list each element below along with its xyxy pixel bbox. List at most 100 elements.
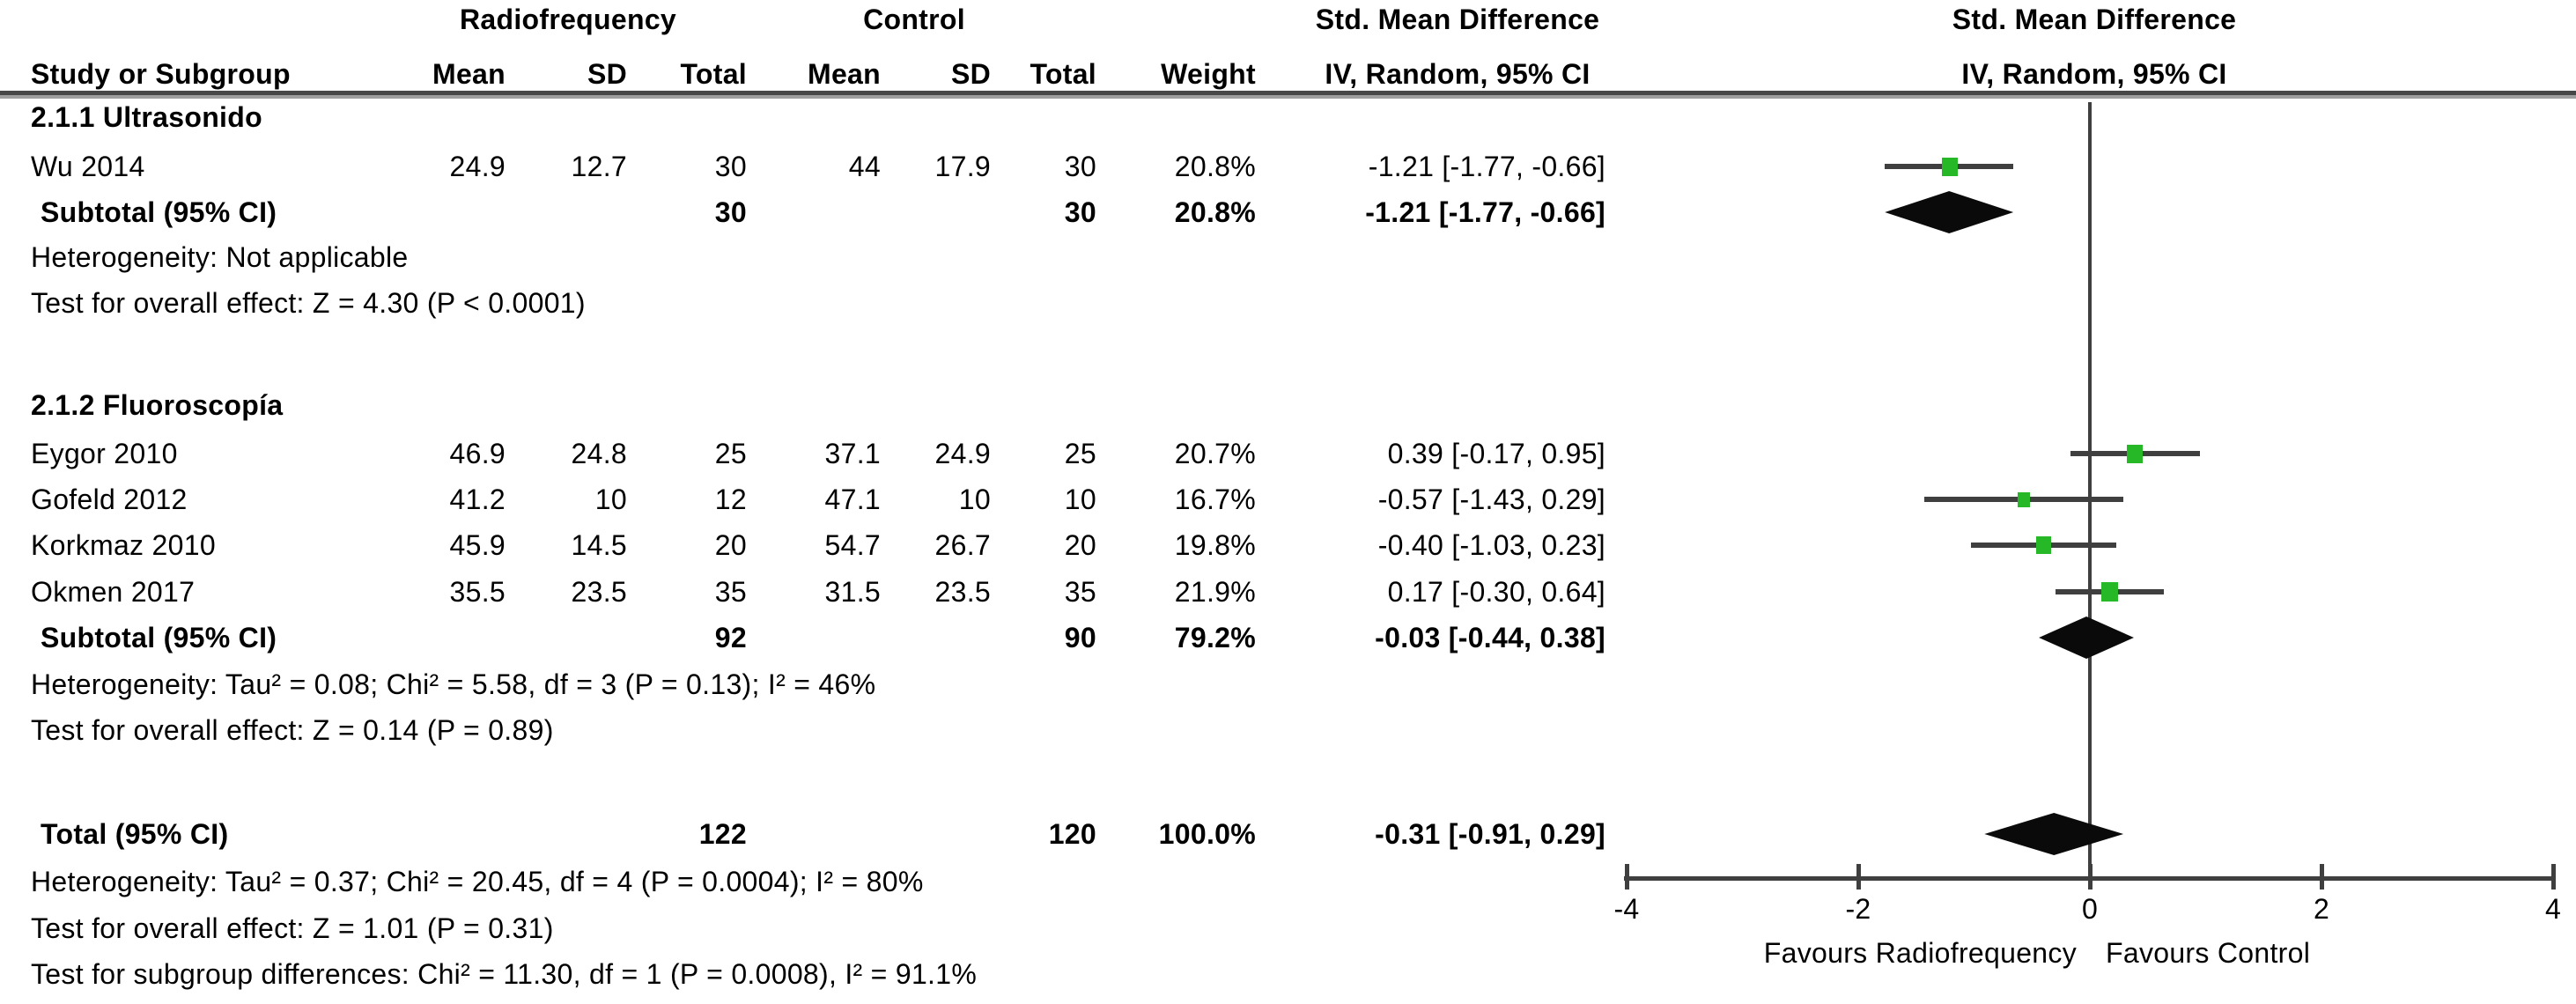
- cell-sd2: 26.7: [934, 529, 991, 561]
- row-label: Test for overall effect: Z = 0.14 (P = 0…: [31, 714, 554, 746]
- cell-mean2: 31.5: [824, 576, 881, 608]
- row-label: Subtotal (95% CI): [41, 622, 277, 653]
- x-axis-ticklabel--4: -4: [1613, 893, 1640, 925]
- cell-mean1: 35.5: [449, 576, 506, 608]
- x-axis-tick-0: [2088, 864, 2093, 890]
- forest-square-eygor: [2127, 444, 2144, 463]
- cell-ci: 0.17 [-0.30, 0.64]: [1387, 576, 1605, 608]
- cell-mean1: 45.9: [449, 529, 506, 561]
- cell-weight: 21.9%: [1174, 576, 1256, 608]
- cell-weight: 79.2%: [1174, 622, 1256, 653]
- x-axis-tick-2: [2320, 864, 2324, 890]
- cell-sd2: 17.9: [934, 151, 991, 182]
- favours-right-label: Favours Control: [2106, 937, 2311, 969]
- header-col-mean1: Mean: [432, 58, 506, 90]
- table-row-okmen: Okmen 2017 35.5 23.5 35 31.5 23.5 35 21.9% 0.17 …: [0, 572, 2576, 611]
- header-col-weight: Weight: [1161, 58, 1256, 90]
- cell-total1: 92: [714, 622, 747, 653]
- cell-mean1: 24.9: [449, 151, 506, 182]
- cell-ci: -0.40 [-1.03, 0.23]: [1377, 529, 1605, 561]
- table-row-sub2: Subtotal (95% CI) 92 90 79.2% -0.03 [-0.44, …: [0, 618, 2576, 657]
- forest-square-okmen: [2100, 582, 2118, 602]
- cell-weight: 100.0%: [1158, 818, 1256, 850]
- cell-sd2: 10: [958, 484, 991, 515]
- cell-total1: 122: [698, 818, 747, 850]
- cell-mean1: 46.9: [449, 438, 506, 469]
- cell-weight: 20.7%: [1174, 438, 1256, 469]
- header-col-total2: Total: [1030, 58, 1096, 90]
- table-row-test3: Test for overall effect: Z = 1.01 (P = 0…: [0, 909, 2576, 948]
- cell-weight: 20.8%: [1174, 151, 1256, 182]
- cell-ci: 0.39 [-0.17, 0.95]: [1387, 438, 1605, 469]
- favours-left-label: Favours Radiofrequency: [1763, 937, 2077, 969]
- row-label: Subtotal (95% CI): [41, 196, 277, 228]
- row-label: Gofeld 2012: [31, 484, 188, 515]
- cell-sd1: 23.5: [571, 576, 627, 608]
- cell-ci: -0.31 [-0.91, 0.29]: [1375, 818, 1605, 850]
- row-label: Wu 2014: [31, 151, 145, 182]
- x-axis-ticklabel-4: 4: [2544, 893, 2562, 925]
- row-label: Korkmaz 2010: [31, 529, 216, 561]
- table-row-het1: Heterogeneity: Not applicable: [0, 238, 2576, 277]
- header-group-control: Control: [863, 4, 965, 35]
- table-row-testsub: Test for subgroup differences: Chi² = 11…: [0, 955, 2576, 993]
- x-axis-tick--4: [1625, 864, 1629, 890]
- cell-total2: 35: [1064, 576, 1096, 608]
- table-row-g2: 2.1.2 Fluoroscopía: [0, 386, 2576, 424]
- table-row-korkmaz: Korkmaz 2010 45.9 14.5 20 54.7 26.7 20 19.8% -0.…: [0, 526, 2576, 565]
- row-label: 2.1.1 Ultrasonido: [31, 101, 262, 133]
- x-axis-tick-4: [2551, 864, 2556, 890]
- cell-total2: 120: [1048, 818, 1096, 850]
- row-label: Test for overall effect: Z = 4.30 (P < 0…: [31, 287, 586, 319]
- row-label: Eygor 2010: [31, 438, 178, 469]
- cell-sd1: 24.8: [571, 438, 627, 469]
- cell-sd2: 24.9: [934, 438, 991, 469]
- row-label: Test for subgroup differences: Chi² = 11…: [31, 958, 978, 990]
- x-axis-ticklabel-0: 0: [2081, 893, 2099, 925]
- header-col-study: Study or Subgroup: [31, 58, 291, 90]
- table-row-het3: Heterogeneity: Tau² = 0.37; Chi² = 20.45…: [0, 862, 2576, 901]
- cell-weight: 20.8%: [1174, 196, 1256, 228]
- row-label: Heterogeneity: Tau² = 0.08; Chi² = 5.58,…: [31, 668, 876, 700]
- cell-mean2: 54.7: [824, 529, 881, 561]
- cell-total1: 12: [714, 484, 747, 515]
- row-label: Test for overall effect: Z = 1.01 (P = 0…: [31, 912, 554, 944]
- header-col-ci-left: IV, Random, 95% CI: [1325, 58, 1591, 90]
- cell-total1: 30: [714, 151, 747, 182]
- cell-total2: 10: [1064, 484, 1096, 515]
- table-row-wu: Wu 2014 24.9 12.7 30 44 17.9 30 20.8% -1.21 [-1.…: [0, 147, 2576, 186]
- cell-ci: -1.21 [-1.77, -0.66]: [1365, 196, 1605, 228]
- zero-line: [2088, 102, 2092, 879]
- cell-total2: 20: [1064, 529, 1096, 561]
- cell-ci: -0.57 [-1.43, 0.29]: [1377, 484, 1605, 515]
- header-col-sd2: SD: [950, 58, 991, 90]
- cell-weight: 19.8%: [1174, 529, 1256, 561]
- cell-sd1: 10: [594, 484, 627, 515]
- header-col-ci-right: IV, Random, 95% CI: [1961, 58, 2227, 90]
- cell-sd2: 23.5: [934, 576, 991, 608]
- table-row-gofeld: Gofeld 2012 41.2 10 12 47.1 10 10 16.7% -0.57 [-…: [0, 480, 2576, 519]
- row-label: Heterogeneity: Tau² = 0.37; Chi² = 20.45…: [31, 866, 924, 897]
- forest-square-wu: [1941, 157, 1958, 176]
- cell-total2: 25: [1064, 438, 1096, 469]
- header-divider: [0, 91, 2576, 99]
- row-label: 2.1.2 Fluoroscopía: [31, 389, 284, 421]
- cell-sd1: 12.7: [571, 151, 627, 182]
- header-col-total1: Total: [680, 58, 747, 90]
- header-group-radiofrequency: Radiofrequency: [459, 4, 677, 35]
- row-label: Heterogeneity: Not applicable: [31, 241, 409, 273]
- x-axis-ticklabel-2: 2: [2313, 893, 2330, 925]
- x-axis-tick--2: [1856, 864, 1861, 890]
- header-col-sd1: SD: [587, 58, 627, 90]
- cell-total2: 30: [1064, 151, 1096, 182]
- cell-total1: 35: [714, 576, 747, 608]
- row-label: Okmen 2017: [31, 576, 196, 608]
- cell-total2: 90: [1064, 622, 1096, 653]
- cell-total1: 20: [714, 529, 747, 561]
- table-row-sub1: Subtotal (95% CI) 30 30 20.8% -1.21 [-1.77, …: [0, 193, 2576, 232]
- cell-total1: 30: [714, 196, 747, 228]
- cell-ci: -0.03 [-0.44, 0.38]: [1375, 622, 1605, 653]
- table-row-het2: Heterogeneity: Tau² = 0.08; Chi² = 5.58,…: [0, 665, 2576, 704]
- x-axis-ticklabel--2: -2: [1845, 893, 1871, 925]
